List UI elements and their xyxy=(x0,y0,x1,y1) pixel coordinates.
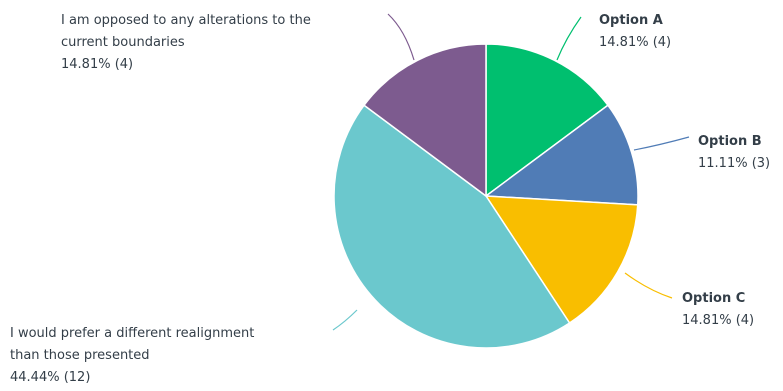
leader-lines xyxy=(332,13,690,331)
slice-option-b[interactable] xyxy=(483,104,639,206)
label-opposed-alterations-value: 14.81% (4) xyxy=(61,57,133,72)
leader-line-different-realignment xyxy=(332,309,358,331)
label-opposed-alterations-line1: I am opposed to any alterations to the xyxy=(61,13,311,28)
leader-line-option-a xyxy=(556,16,582,61)
label-option-a-value: 14.81% (4) xyxy=(599,35,671,50)
slice-opposed-alterations[interactable] xyxy=(363,43,487,198)
label-opposed-alterations-line2: current boundaries xyxy=(61,35,185,50)
label-option-a-name: Option A xyxy=(599,13,663,28)
label-different-realignment-line2: than those presented xyxy=(10,348,150,363)
slice-option-a[interactable] xyxy=(485,43,609,198)
leader-line-option-c xyxy=(624,272,673,299)
leader-line-option-b xyxy=(633,136,690,151)
label-option-b-value: 11.11% (3) xyxy=(698,156,770,171)
leader-line-opposed-alterations xyxy=(387,13,415,61)
label-different-realignment-line1: I would prefer a different realignment xyxy=(10,326,254,341)
label-option-c-value: 14.81% (4) xyxy=(682,313,754,328)
label-different-realignment-value: 44.44% (12) xyxy=(10,370,90,385)
pie-slices xyxy=(333,43,639,349)
slice-different-realignment[interactable] xyxy=(333,104,571,349)
label-option-b-name: Option B xyxy=(698,134,762,149)
slice-option-c[interactable] xyxy=(484,195,639,325)
slice-labels: Option A 14.81% (4) Option B 11.11% (3) … xyxy=(10,13,770,385)
label-option-c-name: Option C xyxy=(682,291,745,306)
